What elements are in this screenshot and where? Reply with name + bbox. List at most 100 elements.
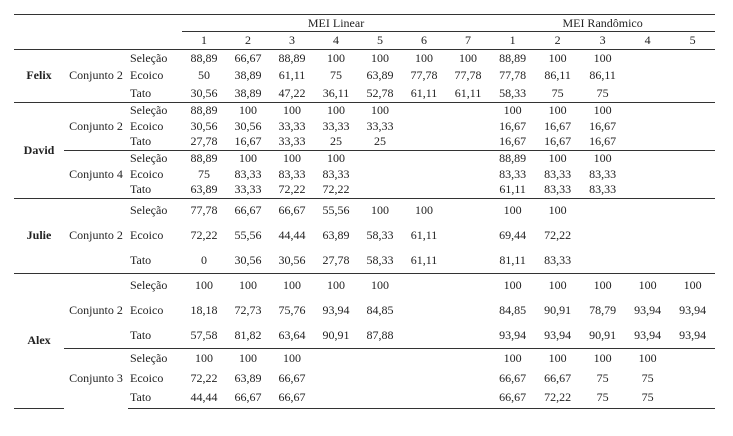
linear-value: 44,44	[278, 228, 306, 242]
empty-cell	[446, 182, 490, 198]
random-value: 93,94	[679, 327, 707, 342]
linear-value: 16,67	[234, 134, 262, 149]
table-body: Felix Conjunto 2 Seleção 88,89 66,67 88,89 100…	[14, 49, 716, 409]
linear-value: 75	[198, 166, 210, 181]
random-value: 16,67	[499, 118, 527, 133]
linear-value: 100	[314, 49, 358, 67]
empty-cell	[314, 368, 358, 388]
linear-value: 100	[270, 101, 314, 118]
condition: Seleção	[128, 272, 182, 298]
empty-cell	[402, 298, 446, 323]
empty-cell	[670, 388, 716, 409]
table-row: Tato 0 30,56 30,56 27,78 58,33 61,11 81,11 83,33	[14, 248, 715, 273]
random-value: 100	[625, 272, 671, 298]
empty-cell	[670, 49, 716, 67]
random-value: 58,33	[499, 85, 527, 100]
empty-cell	[625, 166, 670, 182]
table-row: Ecoico 50 38,89 61,11 75 63,89 77,78 77,78 77,78…	[14, 67, 715, 85]
linear-value: 33,33	[322, 118, 350, 133]
column-header: 7	[446, 31, 491, 50]
linear-value: 50	[198, 68, 210, 83]
table-row: Conjunto 3 Seleção 100 100 100 100 100 100 100	[14, 347, 716, 408]
linear-value: 100	[182, 347, 226, 368]
linear-value: 66,67	[226, 49, 270, 67]
linear-value: 58,33	[366, 252, 394, 267]
table-row: David Conjunto 2 Seleção 88,89 100 100 100 100 1…	[14, 101, 716, 199]
empty-cell	[446, 101, 491, 118]
random-value: 88,89	[490, 49, 536, 67]
random-value: 86,11	[544, 68, 571, 83]
linear-value: 61,11	[410, 228, 438, 242]
linear-value: 66,67	[270, 388, 314, 409]
linear-value: 84,85	[366, 303, 394, 317]
column-header: 1	[490, 31, 536, 50]
linear-value: 27,78	[322, 252, 350, 267]
random-value: 75	[580, 388, 626, 409]
table-row: Tato 57,58 81,82 63,64 90,91 87,88 93,94 93,94 9…	[14, 323, 715, 348]
empty-cell	[625, 118, 670, 134]
random-value: 90,91	[589, 327, 617, 342]
random-value: 100	[670, 272, 716, 298]
random-value: 81,11	[499, 252, 526, 267]
linear-value: 58,33	[366, 228, 394, 242]
table-row: Ecoico 30,56 30,56 33,33 33,33 33,33 16,67 16,6…	[14, 118, 715, 134]
column-header: 4	[314, 31, 358, 50]
table-row: Felix Conjunto 2 Seleção 88,89 66,67 88,89 100…	[14, 49, 716, 103]
linear-value: 30,56	[234, 118, 262, 133]
random-value: 93,94	[679, 303, 707, 317]
random-value: 16,67	[499, 134, 527, 149]
empty-cell	[402, 368, 446, 388]
condition: Tato	[130, 85, 152, 100]
empty-cell	[670, 347, 716, 368]
column-header: 2	[226, 31, 270, 50]
linear-value: 52,78	[366, 85, 394, 100]
linear-value: 87,88	[366, 327, 394, 342]
random-value: 75	[641, 370, 654, 385]
condition: Tato	[130, 327, 152, 342]
empty-cell	[314, 388, 358, 409]
linear-value: 30,56	[234, 252, 262, 267]
condition: Ecoico	[130, 228, 164, 242]
linear-value: 72,22	[322, 182, 350, 197]
random-value: 75	[596, 85, 609, 100]
column-header: 3	[270, 31, 314, 50]
empty-cell	[625, 248, 670, 273]
random-value: 100	[580, 49, 626, 67]
linear-value: 100	[358, 101, 402, 118]
condition: Ecoico	[130, 68, 164, 83]
linear-value: 66,67	[270, 197, 314, 223]
empty-cell	[446, 347, 491, 368]
empty-cell	[446, 272, 491, 298]
empty-cell	[358, 149, 402, 166]
linear-value: 100	[270, 272, 314, 298]
set-label: Conjunto 4	[64, 149, 128, 198]
random-value: 100	[580, 101, 626, 118]
empty-cell	[402, 323, 446, 348]
condition: Tato	[128, 388, 182, 409]
empty-cell	[402, 118, 446, 134]
linear-value: 88,89	[182, 49, 226, 67]
linear-value: 100	[446, 49, 491, 67]
condition: Ecoico	[130, 370, 164, 385]
table-row: Ecoico 72,22 55,56 44,44 63,89 58,33 61,11 69,4…	[14, 223, 715, 248]
linear-value: 27,78	[190, 134, 218, 149]
participant: Alex	[14, 272, 64, 409]
random-value: 83,33	[499, 166, 527, 181]
empty-cell	[670, 67, 715, 85]
linear-value: 100	[314, 101, 358, 118]
condition: Seleção	[128, 101, 182, 118]
empty-cell	[625, 85, 670, 103]
group-header-row: MEI Linear MEI Randômico	[14, 14, 716, 32]
empty-cell	[446, 197, 491, 223]
linear-value: 18,18	[190, 303, 218, 317]
empty-cell	[625, 134, 670, 150]
random-value: 93,94	[634, 327, 662, 342]
linear-value: 61,11	[410, 252, 438, 267]
linear-value: 30,56	[190, 118, 218, 133]
random-value: 75	[596, 370, 609, 385]
column-header: 2	[535, 31, 581, 50]
linear-value: 55,56	[234, 228, 262, 242]
empty-cell	[670, 118, 715, 134]
random-value: 100	[535, 272, 581, 298]
